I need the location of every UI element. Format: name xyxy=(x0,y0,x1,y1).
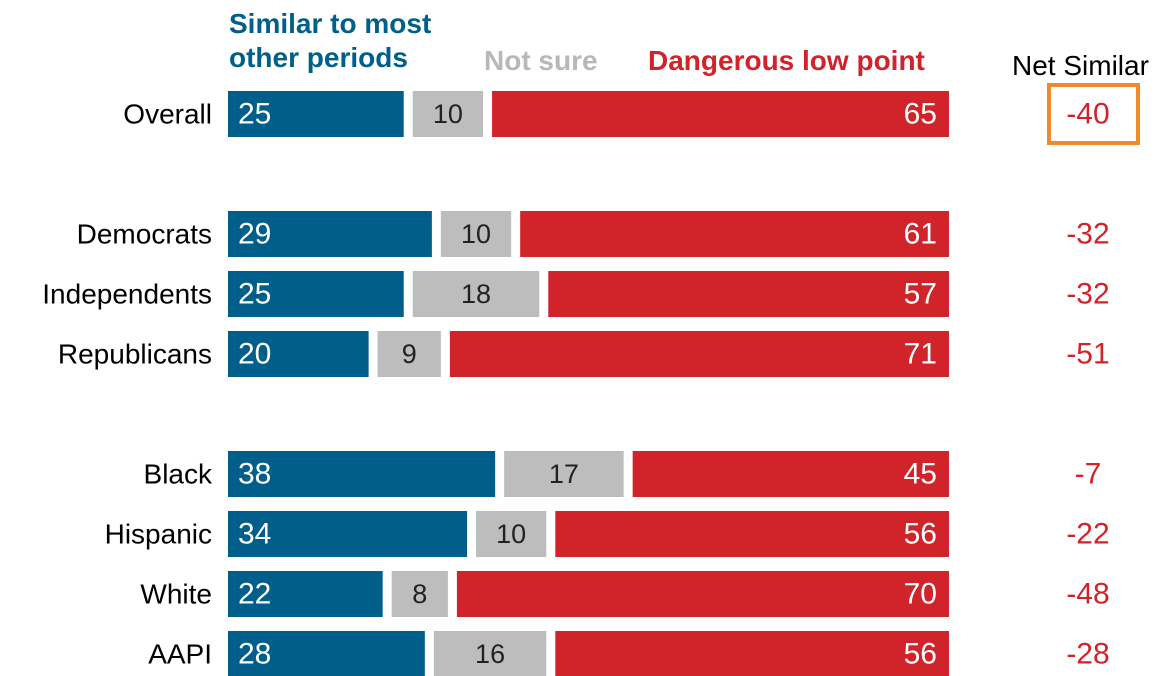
label-dangerous: 57 xyxy=(904,278,937,311)
category-label: AAPI xyxy=(148,639,212,670)
label-dangerous: 61 xyxy=(904,218,937,251)
bar-dangerous xyxy=(555,631,949,676)
label-similar: 38 xyxy=(238,458,271,491)
bar-similar xyxy=(228,631,425,676)
label-similar: 20 xyxy=(238,338,271,371)
category-label: Hispanic xyxy=(105,519,212,550)
net-similar-value: -22 xyxy=(1066,518,1109,551)
bar-not-sure xyxy=(391,571,448,617)
label-not-sure: 10 xyxy=(461,219,491,249)
label-dangerous: 56 xyxy=(904,518,937,551)
bar-similar xyxy=(228,451,496,497)
net-similar-value: -7 xyxy=(1075,458,1102,491)
label-dangerous: 45 xyxy=(904,458,937,491)
label-not-sure: 10 xyxy=(496,519,526,549)
bar-similar xyxy=(228,571,383,617)
bar-similar xyxy=(228,211,432,257)
label-not-sure: 16 xyxy=(475,639,505,669)
legend-not-sure: Not sure xyxy=(484,45,598,76)
label-not-sure: 10 xyxy=(433,99,463,129)
highlight-box xyxy=(1047,83,1140,145)
bar-similar xyxy=(228,511,468,557)
bar-not-sure xyxy=(476,511,547,557)
label-not-sure: 8 xyxy=(412,579,427,609)
net-similar-header: Net Similar xyxy=(1012,50,1149,81)
category-label: Republicans xyxy=(58,339,212,370)
bar-not-sure xyxy=(504,451,624,497)
label-similar: 28 xyxy=(238,638,271,671)
net-similar-value: -48 xyxy=(1066,578,1109,611)
bar-not-sure xyxy=(440,211,512,257)
label-not-sure: 9 xyxy=(402,339,417,369)
net-similar-value: -51 xyxy=(1066,338,1109,371)
label-similar: 22 xyxy=(238,578,271,611)
net-similar-value: -28 xyxy=(1066,638,1109,671)
bar-dangerous xyxy=(555,511,949,557)
label-similar: 34 xyxy=(238,518,271,551)
bar-similar xyxy=(228,91,404,137)
label-similar: 25 xyxy=(238,98,271,131)
bar-dangerous xyxy=(456,571,949,617)
category-label: Democrats xyxy=(77,219,212,250)
net-similar-value: -32 xyxy=(1066,218,1109,251)
label-not-sure: 17 xyxy=(549,459,579,489)
bar-dangerous xyxy=(632,451,949,497)
label-dangerous: 71 xyxy=(904,338,937,371)
bar-not-sure xyxy=(433,631,547,676)
label-not-sure: 18 xyxy=(461,279,491,309)
bar-not-sure xyxy=(412,91,484,137)
bar-dangerous xyxy=(520,211,949,257)
category-label: Black xyxy=(144,459,213,490)
label-dangerous: 65 xyxy=(904,98,937,131)
bar-not-sure xyxy=(412,271,540,317)
bar-not-sure xyxy=(377,331,441,377)
legend-similar: Similar to most other periods xyxy=(229,8,432,73)
legend-dangerous: Dangerous low point xyxy=(648,45,925,76)
bar-similar xyxy=(228,271,404,317)
bar-similar xyxy=(228,331,369,377)
label-dangerous: 70 xyxy=(904,578,937,611)
bar-dangerous xyxy=(548,271,949,317)
category-label: White xyxy=(140,579,212,610)
label-similar: 25 xyxy=(238,278,271,311)
label-similar: 29 xyxy=(238,218,271,251)
bar-dangerous xyxy=(492,91,949,137)
net-similar-value: -40 xyxy=(1066,98,1109,131)
bar-dangerous xyxy=(449,331,949,377)
category-label: Overall xyxy=(123,99,212,130)
net-similar-value: -32 xyxy=(1066,278,1109,311)
label-dangerous: 56 xyxy=(904,638,937,671)
category-label: Independents xyxy=(42,279,212,310)
